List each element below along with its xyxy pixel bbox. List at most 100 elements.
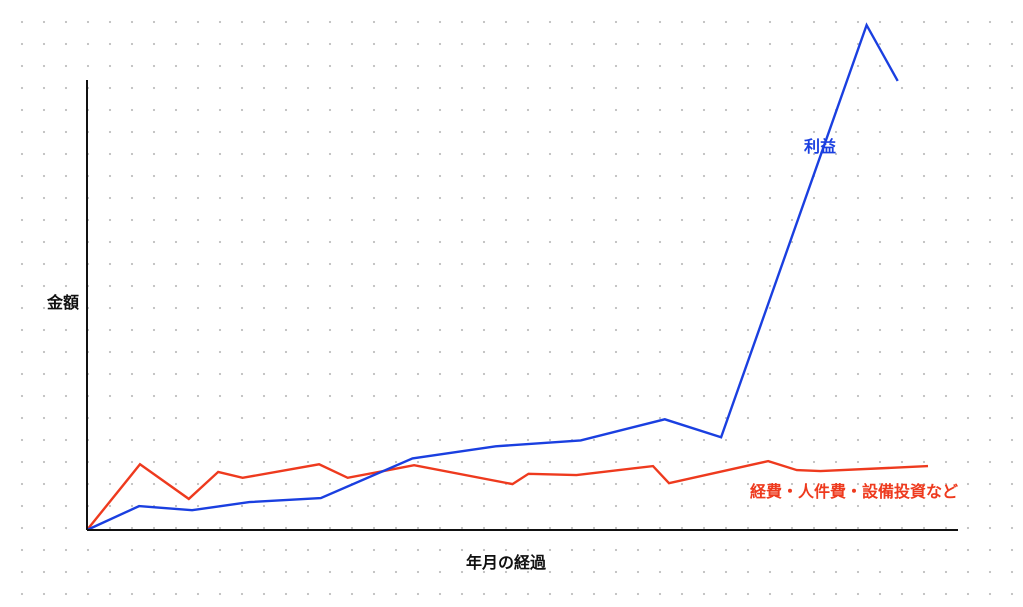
grid-dot [724,284,728,288]
grid-dot [394,240,398,244]
grid-dot [746,86,750,90]
grid-dot [592,262,596,266]
grid-dot [262,152,266,156]
grid-dot [438,86,442,90]
grid-dot [482,240,486,244]
grid-dot [438,174,442,178]
grid-dot [108,86,112,90]
grid-dot [614,130,618,134]
grid-dot [130,284,134,288]
grid-dot [504,592,508,596]
grid-dot [570,482,574,486]
grid-dot [504,240,508,244]
grid-dot [768,438,772,442]
grid-dot [548,526,552,530]
grid-dot [856,460,860,464]
grid-dot [42,504,46,508]
grid-dot [152,196,156,200]
grid-dot [900,526,904,530]
grid-dot [394,262,398,266]
grid-dot [240,130,244,134]
grid-dot [944,592,948,596]
grid-dot [834,262,838,266]
grid-dot [284,64,288,68]
grid-dot [658,240,662,244]
grid-dot [152,174,156,178]
grid-dot [988,570,992,574]
grid-dot [196,42,200,46]
grid-dot [416,42,420,46]
grid-dot [746,64,750,68]
grid-dot [922,570,926,574]
grid-dot [834,42,838,46]
grid-dot [174,86,178,90]
grid-dot [702,86,706,90]
grid-dot [900,438,904,442]
grid-dot [416,460,420,464]
grid-dot [152,86,156,90]
grid-dot [108,372,112,376]
grid-dot [922,416,926,420]
grid-dot [570,86,574,90]
grid-dot [328,592,332,596]
grid-dot [240,196,244,200]
grid-dot [746,482,750,486]
grid-dot [636,174,640,178]
grid-dot [328,526,332,530]
grid-dot [218,306,222,310]
grid-dot [922,328,926,332]
grid-dot [130,174,134,178]
grid-dot [372,196,376,200]
grid-dot [460,504,464,508]
grid-dot [372,526,376,530]
grid-dot [152,130,156,134]
grid-dot [416,504,420,508]
grid-dot [306,174,310,178]
y-axis-label: 金額 [46,293,79,312]
grid-dot [856,570,860,574]
grid-dot [42,438,46,442]
grid-dot [350,306,354,310]
grid-dot [218,394,222,398]
grid-dot [328,416,332,420]
grid-dot [922,548,926,552]
grid-dot [922,64,926,68]
grid-dot [130,328,134,332]
grid-dot [108,262,112,266]
grid-dot [64,174,68,178]
grid-dot [790,504,794,508]
grid-dot [834,196,838,200]
grid-dot [614,284,618,288]
grid-dot [922,130,926,134]
grid-dot [878,64,882,68]
grid-dot [570,108,574,112]
grid-dot [240,42,244,46]
grid-dot [878,174,882,178]
grid-dot [768,64,772,68]
grid-dot [394,108,398,112]
grid-dot [1010,482,1014,486]
grid-dot [1010,438,1014,442]
grid-dot [570,130,574,134]
grid-dot [526,196,530,200]
grid-dot [680,262,684,266]
grid-dot [394,64,398,68]
grid-dot [834,482,838,486]
grid-dot [812,64,816,68]
grid-dot [746,20,750,24]
grid-dot [174,130,178,134]
grid-dot [20,306,24,310]
grid-dot [86,592,90,596]
grid-dot [460,130,464,134]
grid-dot [768,416,772,420]
grid-dot [702,328,706,332]
grid-dot [42,130,46,134]
grid-dot [636,42,640,46]
grid-dot [152,262,156,266]
grid-dot [614,218,618,222]
grid-dot [306,130,310,134]
grid-dot [724,196,728,200]
grid-dot [196,284,200,288]
grid-dot [988,482,992,486]
grid-dot [218,64,222,68]
